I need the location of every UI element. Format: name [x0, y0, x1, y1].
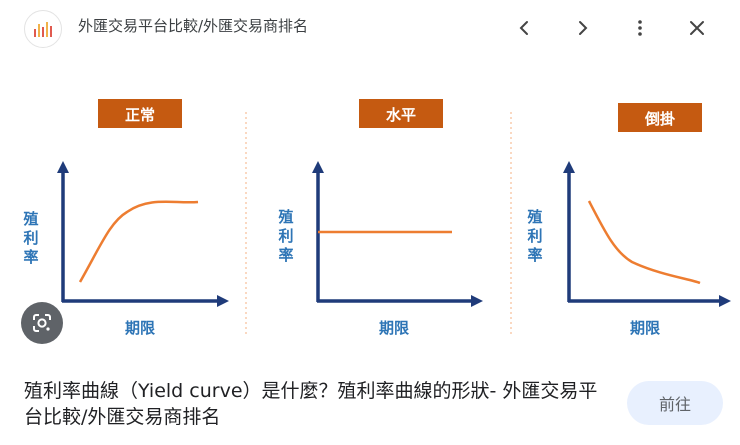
panel-label-box: [98, 99, 182, 128]
panel-label: 正常: [125, 106, 155, 124]
previous-button[interactable]: [509, 12, 541, 44]
visual-search-button[interactable]: [21, 302, 63, 344]
y-axis-label-char: 率: [278, 246, 293, 264]
x-axis-arrow: [719, 295, 731, 307]
y-axis-arrow: [563, 161, 575, 173]
chevron-left-icon: [519, 21, 528, 35]
x-axis-label: 期限: [379, 319, 409, 337]
x-axis-arrow: [217, 295, 229, 307]
y-axis-label-char: 殖: [22, 210, 38, 228]
panel-label: 水平: [386, 106, 416, 124]
chevron-right-icon: [579, 21, 588, 35]
site-title[interactable]: 外匯交易平台比較/外匯交易商排名: [78, 17, 309, 35]
y-axis-arrow: [312, 161, 324, 173]
panel-label-box: [359, 99, 443, 128]
y-axis-label-char: 率: [23, 248, 38, 266]
y-axis-label-char: 殖: [526, 208, 542, 226]
next-button[interactable]: [566, 12, 598, 44]
site-logo-icon: [24, 10, 62, 48]
y-axis-arrow: [57, 161, 69, 173]
lens-icon: [33, 314, 51, 332]
visit-button[interactable]: 前往: [627, 381, 723, 425]
y-axis-label-char: 殖: [277, 208, 293, 226]
preview-image[interactable]: 正常 殖 利 率 期限 水平 殖 利 率 期限: [0, 62, 740, 362]
chart-panel-flat: 水平 殖 利 率 期限: [277, 99, 483, 337]
panel-label-box: [618, 103, 702, 132]
x-axis-label: 期限: [125, 319, 155, 337]
x-axis-arrow: [471, 295, 483, 307]
y-axis-label-char: 利: [23, 229, 38, 247]
x-axis-label: 期限: [630, 319, 660, 337]
preview-header: 外匯交易平台比較/外匯交易商排名: [0, 0, 740, 56]
chart-panel-inverted: 倒掛 殖 利 率 期限: [526, 103, 731, 337]
y-axis-label-char: 率: [527, 246, 542, 264]
y-axis-label-char: 利: [527, 227, 542, 245]
panel-label: 倒掛: [644, 110, 675, 128]
more-vert-icon: [638, 20, 642, 36]
close-button[interactable]: [681, 12, 713, 44]
yield-curve-inverted: [587, 200, 701, 285]
close-icon: [690, 21, 704, 35]
chart-panel-normal: 正常 殖 利 率 期限: [22, 99, 229, 337]
y-axis-label-char: 利: [278, 227, 293, 245]
result-caption[interactable]: 殖利率曲線（Yield curve）是什麼？殖利率曲線的形狀- 外匯交易平台比較…: [24, 380, 598, 428]
yield-curve-normal: [78, 200, 199, 283]
more-options-button[interactable]: [624, 12, 656, 44]
